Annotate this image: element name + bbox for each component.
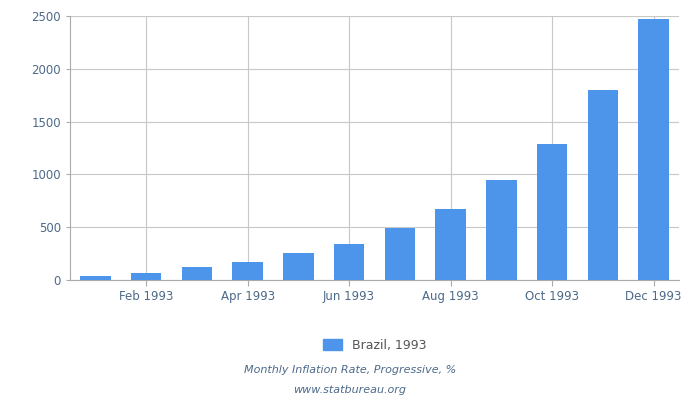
Bar <box>334 244 364 280</box>
Bar <box>638 19 668 280</box>
Bar <box>80 276 111 280</box>
Bar <box>131 273 161 280</box>
Legend: Brazil, 1993: Brazil, 1993 <box>318 334 431 357</box>
Bar <box>537 144 567 280</box>
Bar <box>283 252 314 280</box>
Bar <box>435 209 466 280</box>
Bar <box>181 267 212 280</box>
Bar <box>232 262 263 280</box>
Text: Monthly Inflation Rate, Progressive, %: Monthly Inflation Rate, Progressive, % <box>244 365 456 375</box>
Bar <box>385 228 415 280</box>
Bar <box>486 180 517 280</box>
Text: www.statbureau.org: www.statbureau.org <box>293 385 407 395</box>
Bar <box>587 90 618 280</box>
